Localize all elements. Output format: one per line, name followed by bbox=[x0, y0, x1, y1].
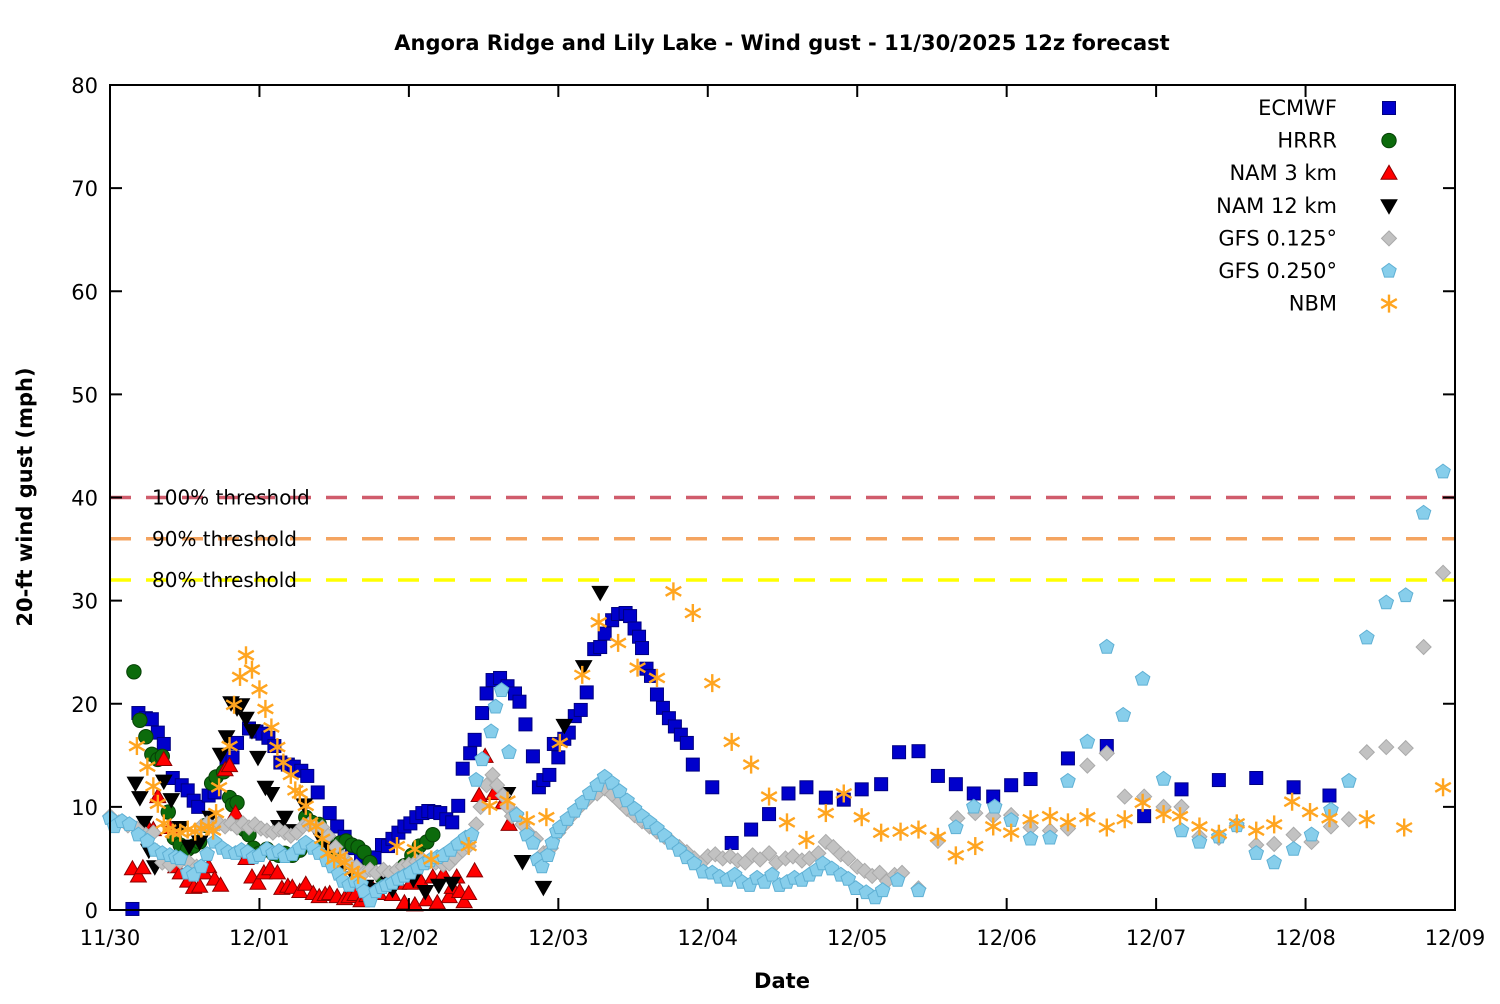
y-tick-label: 0 bbox=[85, 899, 98, 923]
x-tick-label: 12/06 bbox=[976, 926, 1037, 950]
threshold-label-32: 80% threshold bbox=[152, 568, 297, 592]
x-tick-label: 12/01 bbox=[229, 926, 290, 950]
plot-area: 100% threshold 90% threshold 80% threshold… bbox=[71, 74, 1485, 950]
y-tick-label: 80 bbox=[71, 74, 98, 98]
series-gfs-0-250- bbox=[102, 463, 1451, 908]
y-tick-label: 70 bbox=[71, 177, 98, 201]
series-ecmwf bbox=[125, 606, 1337, 916]
y-tick-label: 50 bbox=[71, 383, 98, 407]
legend-label-nbm: NBM bbox=[1289, 292, 1337, 316]
y-tick-label: 60 bbox=[71, 280, 98, 304]
y-tick-label: 20 bbox=[71, 693, 98, 717]
y-tick-label: 30 bbox=[71, 590, 98, 614]
x-tick-label: 12/07 bbox=[1126, 926, 1187, 950]
legend: ECMWF HRRR NAM 3 km NAM 12 km GFS 0.125° GFS … bbox=[1216, 96, 1398, 316]
x-tick-label: 12/09 bbox=[1425, 926, 1486, 950]
y-axis-title: 20-ft wind gust (mph) bbox=[13, 367, 37, 626]
x-tick-label: 12/05 bbox=[827, 926, 888, 950]
x-tick-label: 12/04 bbox=[678, 926, 739, 950]
threshold-label-36: 90% threshold bbox=[152, 527, 297, 551]
legend-label-ecmwf: ECMWF bbox=[1258, 96, 1337, 120]
legend-label-gfs-0-125-: GFS 0.125° bbox=[1218, 226, 1337, 250]
series-nam-3-km bbox=[123, 747, 518, 912]
legend-label-hrrr: HRRR bbox=[1277, 129, 1337, 153]
x-tick-label: 11/30 bbox=[80, 926, 141, 950]
legend-label-nam-12-km: NAM 12 km bbox=[1216, 194, 1337, 218]
legend-label-gfs-0-250-: GFS 0.250° bbox=[1218, 259, 1337, 283]
y-tick-label: 10 bbox=[71, 796, 98, 820]
x-tick-label: 12/03 bbox=[528, 926, 589, 950]
x-tick-label: 12/02 bbox=[379, 926, 440, 950]
series-nbm bbox=[128, 582, 1452, 884]
x-axis-title: Date bbox=[754, 969, 810, 993]
y-tick-label: 40 bbox=[71, 487, 98, 511]
legend-label-nam-3-km: NAM 3 km bbox=[1229, 161, 1337, 185]
threshold-label-40: 100% threshold bbox=[152, 486, 310, 510]
x-tick-label: 12/08 bbox=[1275, 926, 1336, 950]
chart-title: Angora Ridge and Lily Lake - Wind gust -… bbox=[394, 31, 1169, 55]
